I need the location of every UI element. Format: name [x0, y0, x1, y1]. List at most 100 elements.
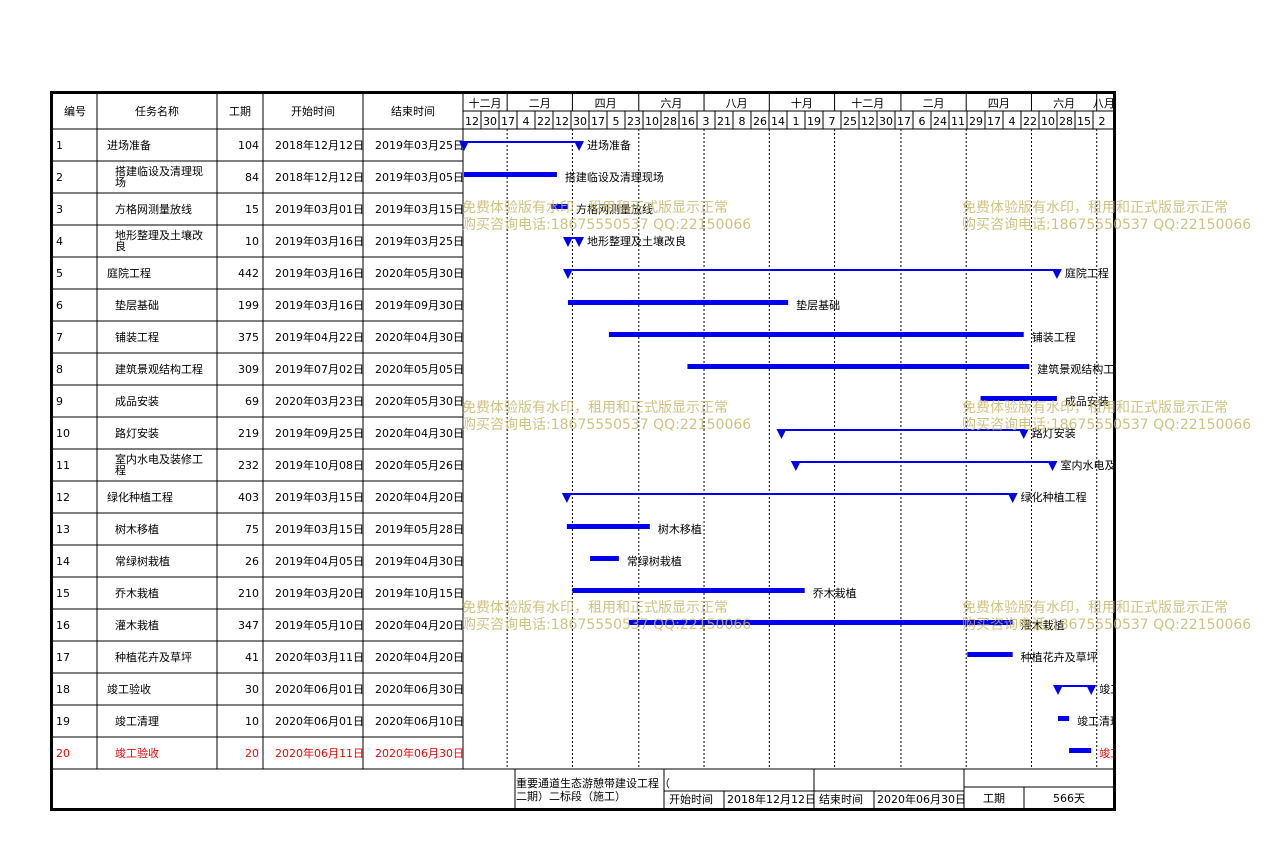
footer-duration-value: 566天 — [1053, 792, 1085, 805]
task-id: 6 — [56, 299, 63, 312]
timeline-month-label: 六月 — [1053, 97, 1075, 110]
timeline-day-label: 10 — [1041, 115, 1055, 128]
footer-end-label: 结束时间 — [819, 793, 863, 806]
milestone-marker — [1007, 493, 1018, 503]
timeline-day-label: 2 — [1099, 115, 1106, 128]
task-id: 11 — [56, 459, 70, 472]
task-bar — [567, 269, 1057, 271]
task-id: 10 — [56, 427, 70, 440]
task-name: 树木移植 — [115, 522, 159, 536]
task-name: 成品安装 — [115, 394, 159, 408]
task-bar-label: 铺装工程 — [1032, 331, 1076, 344]
task-name-wrap: 程 — [115, 464, 126, 477]
task-bar-label: 成品安装 — [1065, 394, 1109, 408]
task-start: 2019年07月02日 — [275, 362, 364, 376]
task-name: 建筑景观结构工程 — [115, 362, 203, 376]
timeline-day-label: 22 — [537, 115, 551, 128]
task-end: 2020年04月20日 — [375, 650, 464, 664]
task-bar-label: 建筑景观结构工程 — [1037, 362, 1113, 376]
task-id: 17 — [56, 651, 70, 664]
task-start: 2019年03月16日 — [275, 298, 364, 312]
task-name: 种植花卉及草坪 — [115, 650, 192, 664]
task-bar — [590, 556, 619, 561]
task-start: 2019年03月20日 — [275, 586, 364, 600]
task-duration: 219 — [238, 427, 259, 440]
task-name: 铺装工程 — [115, 331, 159, 344]
milestone-marker — [790, 461, 801, 471]
task-id: 15 — [56, 587, 70, 600]
timeline-month-label: 四月 — [595, 97, 617, 110]
timeline-day-label: 30 — [879, 115, 893, 128]
task-bar — [464, 141, 580, 143]
task-bar — [1058, 716, 1070, 721]
task-start: 2018年12月12日 — [275, 170, 364, 184]
task-start: 2019年03月15日 — [275, 490, 364, 504]
task-bar-label: 乔木栽植 — [813, 586, 857, 600]
timeline-day-label: 6 — [919, 115, 926, 128]
timeline-day-label: 30 — [573, 115, 587, 128]
task-bar — [980, 396, 1057, 401]
task-start: 2019年10月08日 — [275, 458, 364, 472]
task-bar-label: 常绿树栽植 — [627, 554, 682, 568]
timeline-day-label: 5 — [613, 115, 620, 128]
task-start: 2019年03月15日 — [275, 522, 364, 536]
timeline-day-label: 28 — [1059, 115, 1073, 128]
task-name: 垫层基础 — [115, 298, 159, 312]
task-start: 2019年04月22日 — [275, 330, 364, 344]
milestone-marker — [1086, 685, 1097, 695]
milestone-marker — [574, 141, 585, 151]
milestone-marker — [1051, 269, 1062, 279]
task-name-wrap: 场 — [115, 175, 126, 189]
task-end: 2020年06月30日 — [375, 682, 464, 696]
task-end: 2020年04月20日 — [375, 490, 464, 504]
task-duration: 10 — [245, 715, 259, 728]
header-name: 任务名称 — [135, 104, 179, 118]
timeline-day-label: 4 — [523, 115, 530, 128]
task-end: 2019年03月05日 — [375, 170, 464, 184]
task-duration: 41 — [245, 651, 259, 664]
task-name: 路灯安装 — [115, 426, 159, 440]
timeline-day-label: 29 — [969, 115, 983, 128]
timeline-day-label: 10 — [645, 115, 659, 128]
task-bar — [687, 364, 1030, 369]
task-duration: 26 — [245, 555, 259, 568]
task-duration: 10 — [245, 235, 259, 248]
milestone-marker — [562, 237, 573, 247]
task-id: 2 — [56, 171, 63, 184]
timeline-day-label: 21 — [717, 115, 731, 128]
task-name: 灌木栽植 — [115, 618, 159, 632]
task-duration: 75 — [245, 523, 259, 536]
task-bar-label: 绿化种植工程 — [1021, 490, 1087, 504]
task-end: 2019年10月15日 — [375, 586, 464, 600]
task-start: 2019年03月01日 — [275, 202, 364, 216]
task-name: 地形整理及土壤改 — [115, 228, 203, 242]
task-bar — [1058, 685, 1092, 687]
task-start: 2020年03月23日 — [275, 394, 364, 408]
timeline-day-label: 26 — [753, 115, 767, 128]
task-bar-label: 垫层基础 — [796, 298, 840, 312]
task-id: 5 — [56, 267, 63, 280]
timeline-day-label: 25 — [843, 115, 857, 128]
milestone-marker — [574, 237, 585, 247]
footer-duration-label: 工期 — [983, 792, 1005, 805]
task-name: 竣工清理 — [115, 714, 159, 728]
timeline-day-label: 19 — [807, 115, 821, 128]
task-bar-label: 竣工验收 — [1099, 746, 1113, 760]
task-bar-label: 竣工验收 — [1099, 682, 1113, 696]
task-duration: 442 — [238, 267, 259, 280]
task-end: 2019年03月25日 — [375, 138, 464, 152]
task-name: 庭院工程 — [107, 266, 151, 280]
task-id: 16 — [56, 619, 70, 632]
task-id: 8 — [56, 363, 63, 376]
task-id: 19 — [56, 715, 70, 728]
task-start: 2019年09月25日 — [275, 426, 364, 440]
timeline-month-label: 八月 — [726, 97, 748, 110]
header-start: 开始时间 — [291, 104, 335, 118]
milestone-marker — [561, 493, 572, 503]
task-name: 搭建临设及清理现 — [115, 164, 203, 178]
task-id: 18 — [56, 683, 70, 696]
task-start: 2019年03月16日 — [275, 234, 364, 248]
task-bar-label: 灌木栽植 — [1021, 618, 1065, 632]
task-bar-label: 搭建临设及清理现场 — [565, 170, 664, 184]
footer-start-label: 开始时间 — [669, 792, 713, 806]
